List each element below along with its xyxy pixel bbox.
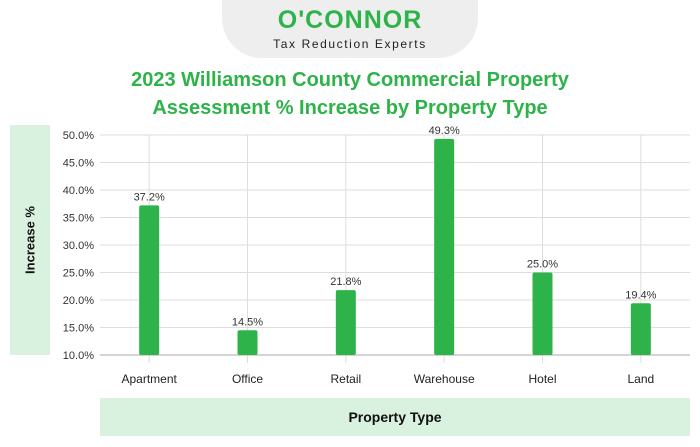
bar-office (237, 330, 258, 355)
x-tick-label: Land (627, 372, 654, 386)
x-tick-label: Retail (330, 372, 361, 386)
bar-value-label: 14.5% (232, 316, 263, 328)
x-tick-label: Hotel (528, 372, 556, 386)
brand-name: O'CONNOR (277, 6, 423, 34)
chart-title: 2023 Williamson County Commercial Proper… (60, 66, 640, 122)
y-axis-label-box (10, 125, 50, 355)
chart-title-line-2: Assessment % Increase by Property Type (152, 97, 548, 119)
bar-value-label: 49.3% (429, 125, 460, 137)
bar-value-label: 19.4% (625, 289, 656, 301)
brand-logo: O'CONNOR Tax Reduction Experts (222, 0, 478, 58)
bar-land (630, 303, 651, 355)
bar-value-label: 37.2% (134, 191, 165, 203)
x-tick-label: Warehouse (414, 372, 475, 386)
bar-value-label: 21.8% (330, 276, 361, 288)
x-tick-label: Apartment (121, 372, 177, 386)
bar-hotel (532, 272, 553, 355)
bar-warehouse (434, 138, 455, 355)
bar-retail (335, 290, 356, 355)
y-tick-label: 30.0% (63, 240, 94, 252)
y-tick-label: 40.0% (63, 185, 94, 197)
y-tick-label: 15.0% (63, 323, 94, 335)
bar-apartment (139, 205, 160, 355)
x-tick-label: Office (232, 372, 263, 386)
x-axis-label-box: Property Type (100, 398, 690, 436)
y-tick-label: 35.0% (63, 213, 94, 225)
y-tick-label: 20.0% (63, 295, 94, 307)
y-tick-label: 45.0% (63, 158, 94, 170)
bar-value-label: 25.0% (527, 259, 558, 271)
brand-tagline: Tax Reduction Experts (273, 37, 427, 51)
chart-title-line-1: 2023 Williamson County Commercial Proper… (131, 69, 569, 91)
x-axis-label: Property Type (348, 409, 442, 425)
y-tick-label: 10.0% (63, 350, 94, 362)
y-tick-label: 25.0% (63, 268, 94, 280)
y-tick-label: 50.0% (63, 130, 94, 142)
